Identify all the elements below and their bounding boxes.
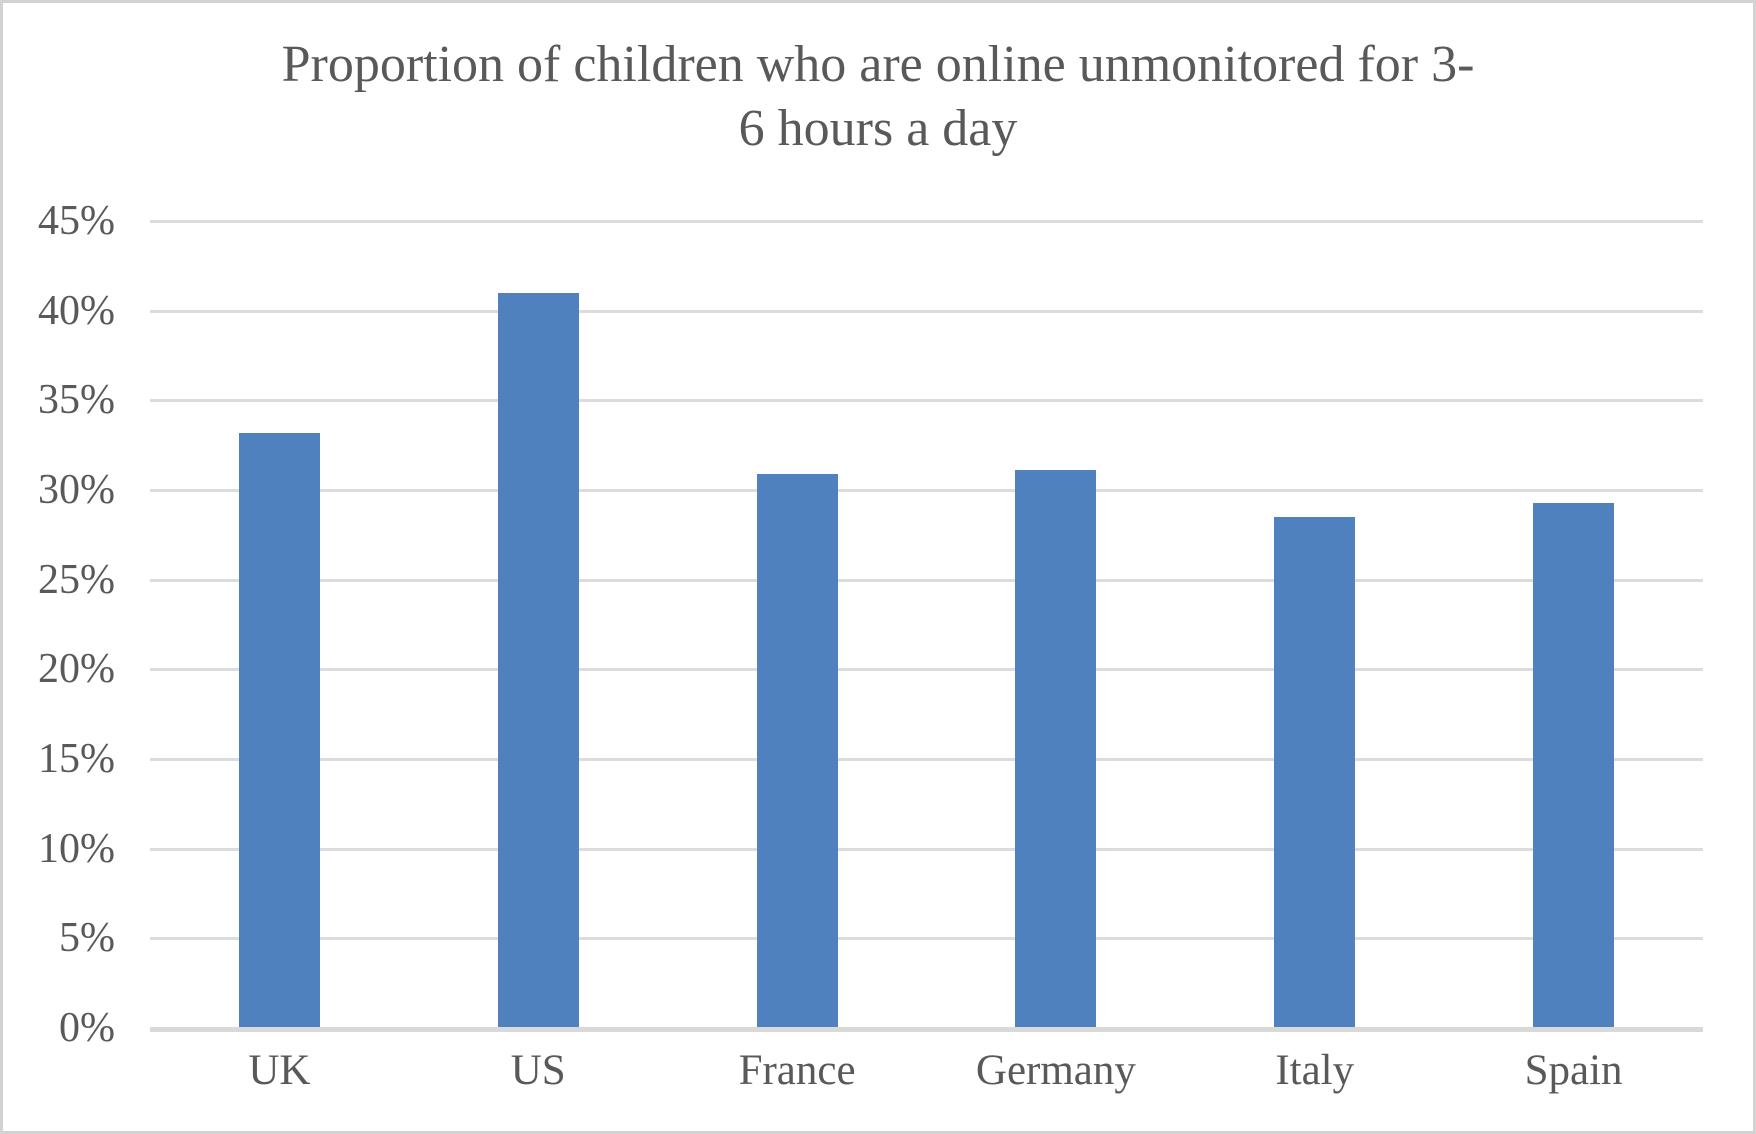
- x-axis-category-label-italy: Italy: [1275, 1047, 1355, 1094]
- x-axis-category-label-us: US: [510, 1047, 566, 1094]
- chart-title-line1: Proportion of children who are online un…: [281, 36, 1475, 93]
- gridline-10pct: [150, 847, 1703, 851]
- gridline-35pct: [150, 399, 1703, 403]
- bar-us: [497, 292, 579, 1028]
- x-axis-line: [150, 1027, 1703, 1032]
- chart-title: Proportion of children who are online un…: [3, 33, 1753, 161]
- bar-france: [756, 473, 838, 1028]
- bar-germany: [1015, 470, 1097, 1028]
- gridline-30pct: [150, 489, 1703, 492]
- y-axis-tick-label-30pct: 30%: [38, 467, 115, 513]
- x-axis-category-label-france: France: [738, 1047, 856, 1094]
- x-axis: UK US France Germany Italy Spain: [150, 1045, 1703, 1105]
- gridline-40pct: [150, 309, 1703, 313]
- x-axis-category-label-germany: Germany: [975, 1047, 1136, 1094]
- y-axis-tick-label-35pct: 35%: [38, 377, 115, 424]
- bar-spain: [1533, 502, 1615, 1028]
- y-axis-tick-label-40pct: 40%: [38, 287, 115, 334]
- y-axis-tick-label-15pct: 15%: [38, 736, 115, 782]
- plot-area: [150, 220, 1703, 1032]
- x-axis-category-label-spain: Spain: [1524, 1047, 1623, 1094]
- y-axis-tick-label-0pct: 0%: [59, 1005, 115, 1051]
- bar-italy: [1274, 516, 1356, 1028]
- chart-title-line2: 6 hours a day: [738, 100, 1018, 157]
- y-axis-tick-label-20pct: 20%: [38, 646, 115, 693]
- y-axis-tick-label-5pct: 5%: [59, 915, 115, 962]
- x-axis-category-label-uk: UK: [248, 1047, 311, 1094]
- gridline-25pct: [150, 578, 1703, 582]
- gridline-5pct: [150, 937, 1703, 941]
- gridline-45pct: [150, 220, 1703, 223]
- y-axis-tick-label-25pct: 25%: [38, 556, 115, 603]
- y-axis-tick-label-10pct: 10%: [38, 825, 115, 872]
- bar-uk: [238, 432, 320, 1028]
- gridline-20pct: [150, 668, 1703, 672]
- y-axis: 0% 5% 10% 15% 20% 25% 30% 35% 40% 45%: [3, 3, 115, 1131]
- gridline-15pct: [150, 758, 1703, 761]
- y-axis-tick-label-45pct: 45%: [38, 198, 115, 244]
